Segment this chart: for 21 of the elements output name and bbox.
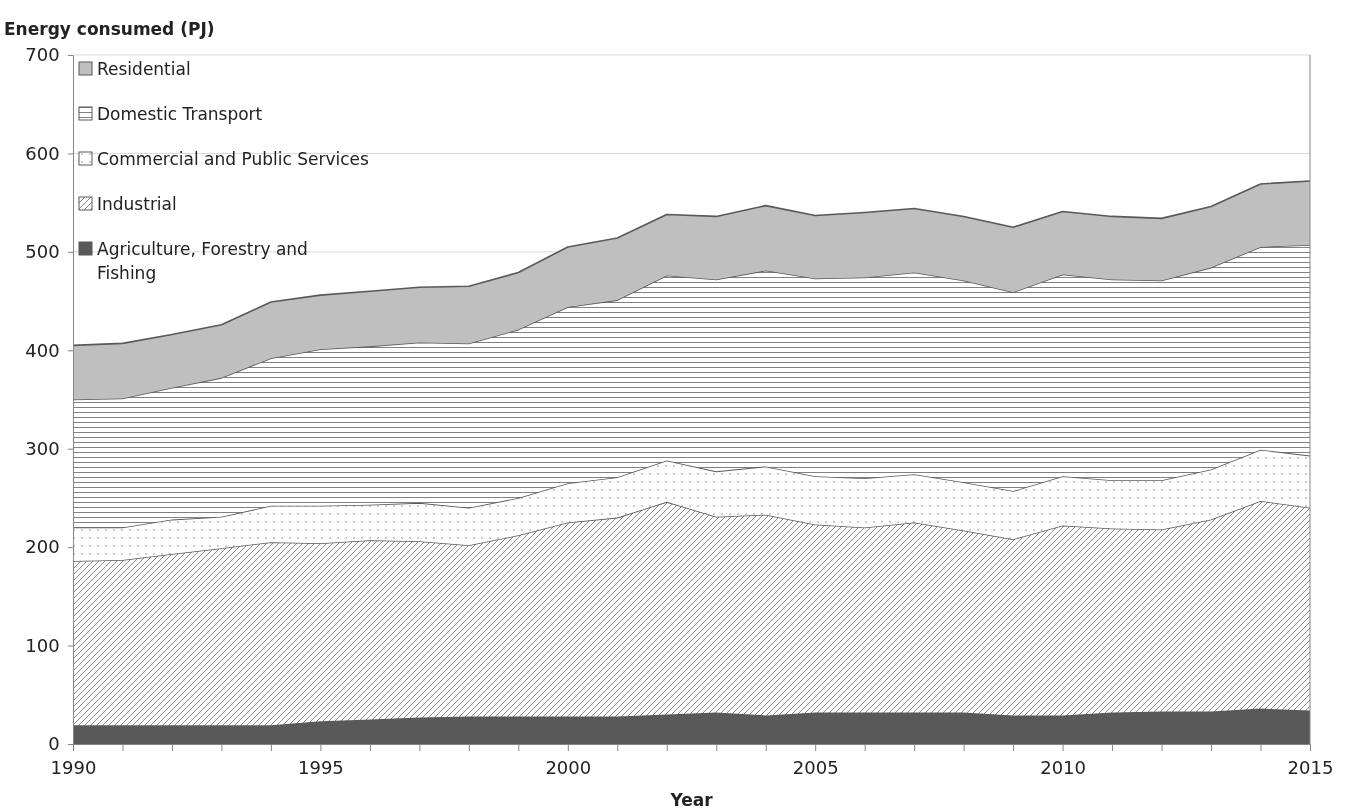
x-tick-label: 2015: [1287, 756, 1334, 778]
y-axis-title: Energy consumed (PJ): [4, 19, 215, 39]
x-tick-label: 2010: [1040, 756, 1087, 778]
y-tick-label: 700: [25, 44, 60, 66]
x-tick-label: 2000: [545, 756, 592, 778]
legend-label: Industrial: [97, 194, 177, 214]
legend-label: Commercial and Public Services: [97, 149, 370, 169]
y-tick-label: 200: [25, 536, 60, 558]
legend-label: Agriculture, Forestry and Fishing: [97, 239, 308, 283]
legend-label: Residential: [97, 59, 191, 79]
y-tick-label: 400: [25, 339, 60, 361]
y-tick-label: 300: [25, 437, 60, 459]
x-tick-label: 1990: [50, 756, 97, 778]
y-tick-label: 0: [48, 733, 60, 755]
x-axis-title: Year: [669, 790, 714, 810]
legend-label: Domestic Transport: [97, 104, 263, 124]
y-tick-label: 500: [25, 241, 60, 263]
y-tick-label: 600: [25, 142, 60, 164]
y-tick-label: 100: [25, 634, 60, 656]
x-tick-label: 2005: [792, 756, 839, 778]
x-tick-label: 1995: [297, 756, 344, 778]
